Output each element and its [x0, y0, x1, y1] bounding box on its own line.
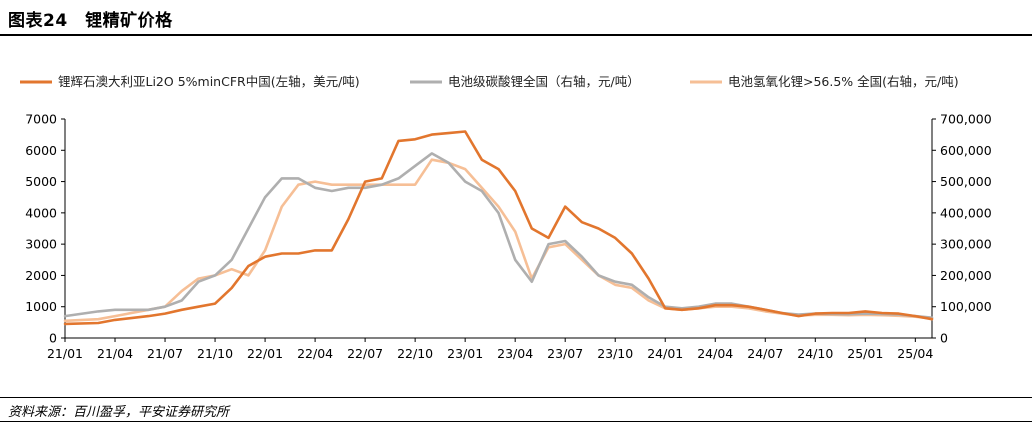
lithium-concentrate-price-chart: 锂辉石澳大利亚Li2O 5%minCFR中国(左轴，美元/吨) 电池级碳酸锂全国（… [20, 74, 992, 360]
series-line-2 [63, 152, 934, 319]
legend-label: 电池级碳酸锂全国（右轴，元/吨） [448, 74, 640, 89]
x-tick-label: 23/04 [497, 346, 533, 360]
x-tick-label: 24/01 [647, 346, 683, 360]
legend-label: 电池氢氧化锂>56.5% 全国(右轴，元/吨) [728, 74, 959, 89]
x-tick-label: 21/04 [97, 346, 133, 360]
y-right-tick-label: 200,000 [940, 268, 992, 283]
x-tick-label: 22/01 [247, 346, 283, 360]
figure-title: 图表24 锂精矿价格 [8, 11, 173, 31]
y-left-tick-label: 5000 [25, 174, 57, 189]
x-tick-label: 24/10 [797, 346, 833, 360]
x-tick-label: 21/10 [197, 346, 233, 360]
y-left-tick-label: 6000 [25, 143, 57, 158]
legend-label: 锂辉石澳大利亚Li2O 5%minCFR中国(左轴，美元/吨) [58, 74, 360, 89]
x-tick-label: 23/01 [447, 346, 483, 360]
x-tick-label: 24/04 [697, 346, 733, 360]
y-left-tick-label: 4000 [25, 205, 57, 220]
series-line-3 [63, 158, 934, 323]
x-tick-label: 21/01 [47, 346, 83, 360]
source-note: 资料来源：百川盈孚，平安证券研究所 [8, 405, 230, 420]
y-left-tick-label: 0 [49, 331, 57, 346]
x-tick-label: 22/07 [347, 346, 383, 360]
source-rule-top [0, 397, 1032, 398]
source-rule-bottom [0, 421, 1032, 422]
legend-item-3: 电池氢氧化锂>56.5% 全国(右轴，元/吨) [690, 74, 959, 89]
y-right-tick-label: 700,000 [940, 112, 992, 127]
x-tick-label: 21/07 [147, 346, 183, 360]
y-left-tick-label: 3000 [25, 237, 57, 252]
x-tick-label: 24/07 [747, 346, 783, 360]
x-tick-label: 23/07 [547, 346, 583, 360]
x-tick-label: 22/10 [397, 346, 433, 360]
y-right-tick-label: 300,000 [940, 237, 992, 252]
legend-item-2: 电池级碳酸锂全国（右轴，元/吨） [410, 74, 640, 89]
y-left-tick-label: 2000 [25, 268, 57, 283]
y-right-tick-label: 400,000 [940, 205, 992, 220]
y-right-tick-label: 600,000 [940, 143, 992, 158]
series-line-1 [63, 130, 934, 326]
legend-item-1: 锂辉石澳大利亚Li2O 5%minCFR中国(左轴，美元/吨) [20, 74, 360, 89]
y-right-tick-label: 100,000 [940, 299, 992, 314]
y-left-tick-label: 7000 [25, 112, 57, 127]
title-rule [0, 34, 1032, 36]
x-tick-label: 23/10 [597, 346, 633, 360]
x-tick-label: 25/01 [847, 346, 883, 360]
y-left-tick-label: 1000 [25, 299, 57, 314]
x-tick-label: 25/04 [897, 346, 933, 360]
y-right-tick-label: 500,000 [940, 174, 992, 189]
x-tick-label: 22/04 [297, 346, 333, 360]
y-right-tick-label: 0 [940, 331, 948, 346]
